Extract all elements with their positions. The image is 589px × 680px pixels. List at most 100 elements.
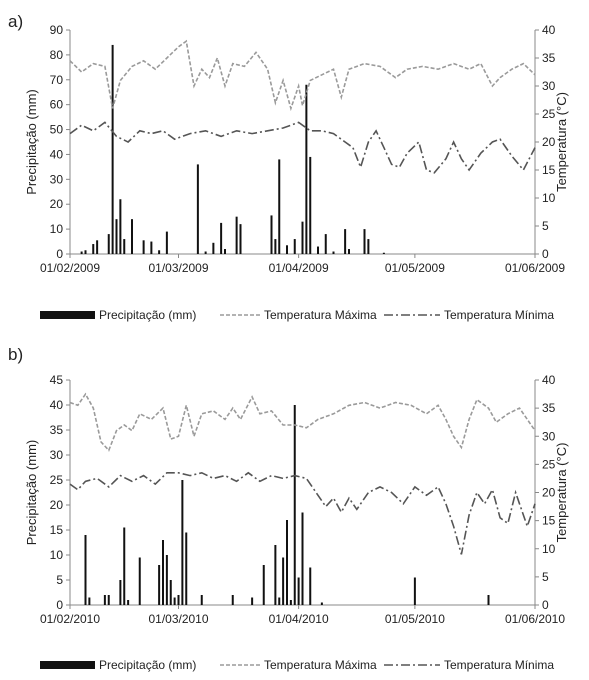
precipitation-bar: [413, 577, 416, 605]
y-left-tick-label: 50: [50, 123, 64, 137]
precipitation-bar: [107, 234, 110, 254]
y-left-tick-label: 60: [50, 98, 64, 112]
y-right-tick-label: 15: [542, 514, 556, 528]
precipitation-bar: [309, 156, 312, 254]
x-tick-label: 01/06/2010: [505, 612, 565, 626]
legend-temperature-max-label: Temperatura Máxima: [264, 308, 377, 322]
y-left-tick-label: 20: [50, 197, 64, 211]
precipitation-bar: [165, 555, 168, 605]
y-right-tick-label: 20: [542, 486, 556, 500]
x-tick-label: 01/05/2010: [385, 612, 445, 626]
y-right-tick-label: 5: [542, 219, 549, 233]
precipitation-bar: [278, 597, 281, 605]
precipitation-bar: [138, 557, 141, 605]
precipitation-bar: [165, 231, 168, 254]
y-right-tick-label: 35: [542, 401, 556, 415]
precipitation-bar: [200, 595, 203, 605]
precipitation-bar: [131, 219, 133, 254]
precipitation-bar: [204, 251, 207, 254]
y-right-tick-label: 25: [542, 457, 556, 471]
precipitation-bar: [107, 595, 110, 605]
precipitation-bar: [487, 595, 490, 605]
precipitation-bar: [212, 242, 215, 254]
y-left-tick-label: 10: [50, 548, 64, 562]
precipitation-bar: [196, 164, 199, 254]
temperature-max-line: [69, 392, 536, 452]
precipitation-bar: [119, 580, 122, 605]
y-right-tick-label: 10: [542, 542, 556, 556]
y-right-tick-label: 5: [542, 570, 549, 584]
precipitation-bar: [332, 251, 335, 254]
panel-label: b): [8, 345, 23, 364]
y-right-tick-label: 10: [542, 191, 556, 205]
y-left-tick-label: 5: [56, 573, 63, 587]
precipitation-bar: [123, 239, 126, 254]
x-tick-label: 01/03/2010: [148, 612, 208, 626]
y-left-tick-label: 80: [50, 48, 64, 62]
precipitation-bar: [185, 532, 188, 605]
y-left-tick-label: 0: [56, 598, 63, 612]
legend-precipitation-label: Precipitação (mm): [99, 658, 196, 672]
y-left-tick-label: 10: [50, 222, 64, 236]
precipitation-bar: [173, 597, 176, 605]
precipitation-bar: [169, 580, 172, 605]
legend-temperature-min-label: Temperatura Mínima: [444, 308, 554, 322]
precipitation-bar: [235, 216, 238, 254]
y-left-tick-label: 90: [50, 23, 64, 37]
x-tick-label: 01/03/2009: [148, 261, 208, 275]
precipitation-bar: [293, 239, 296, 254]
precipitation-bar: [274, 545, 277, 605]
precipitation-bar: [150, 241, 153, 254]
precipitation-bar: [367, 239, 370, 254]
y-left-tick-label: 25: [50, 473, 64, 487]
y-right-axis-title: Temperatura (°C): [554, 443, 569, 543]
precipitation-bar: [224, 249, 226, 254]
y-right-tick-label: 20: [542, 135, 556, 149]
precipitation-bar: [231, 595, 234, 605]
precipitation-bar: [301, 512, 304, 605]
precipitation-bar: [177, 595, 180, 605]
precipitation-bar: [289, 600, 292, 605]
y-left-axis-title: Precipitação (mm): [24, 440, 39, 545]
y-right-tick-label: 35: [542, 51, 556, 65]
y-right-tick-label: 0: [542, 247, 549, 261]
x-tick-label: 01/04/2009: [269, 261, 329, 275]
y-right-tick-label: 40: [542, 23, 556, 37]
precipitation-bar: [324, 234, 327, 254]
y-left-tick-label: 35: [50, 423, 64, 437]
precipitation-bar: [92, 244, 95, 254]
y-left-tick-label: 0: [56, 247, 63, 261]
precipitation-bar: [220, 222, 223, 254]
y-left-tick-label: 45: [50, 373, 64, 387]
precipitation-bar: [96, 240, 99, 254]
precipitation-bar: [274, 239, 277, 254]
legend-precipitation-label: Precipitação (mm): [99, 308, 196, 322]
y-left-tick-label: 40: [50, 147, 64, 161]
y-left-tick-label: 40: [50, 398, 64, 412]
y-left-tick-label: 30: [50, 172, 64, 186]
precipitation-bar: [162, 540, 164, 605]
temperature-max-line: [69, 39, 536, 112]
legend-precipitation-swatch: [40, 311, 95, 319]
legend-temperature-max-label: Temperatura Máxima: [264, 658, 377, 672]
y-right-tick-label: 0: [542, 598, 549, 612]
x-tick-label: 01/05/2009: [385, 261, 445, 275]
x-tick-label: 01/06/2009: [505, 261, 565, 275]
precipitation-bar: [301, 221, 304, 254]
precipitation-bar: [111, 44, 114, 254]
y-left-tick-label: 15: [50, 523, 64, 537]
precipitation-bar: [286, 245, 288, 254]
y-right-tick-label: 40: [542, 373, 556, 387]
precipitation-bar: [270, 215, 273, 254]
x-tick-label: 01/02/2009: [40, 261, 100, 275]
y-left-tick-label: 20: [50, 498, 64, 512]
precipitation-bar: [181, 480, 184, 605]
legend-precipitation-swatch: [40, 661, 95, 669]
y-left-tick-label: 70: [50, 73, 64, 87]
precipitation-bar: [309, 567, 312, 605]
precipitation-bar: [80, 251, 83, 254]
precipitation-bar: [382, 252, 385, 254]
precipitation-bar: [142, 240, 145, 254]
y-right-tick-label: 30: [542, 79, 556, 93]
